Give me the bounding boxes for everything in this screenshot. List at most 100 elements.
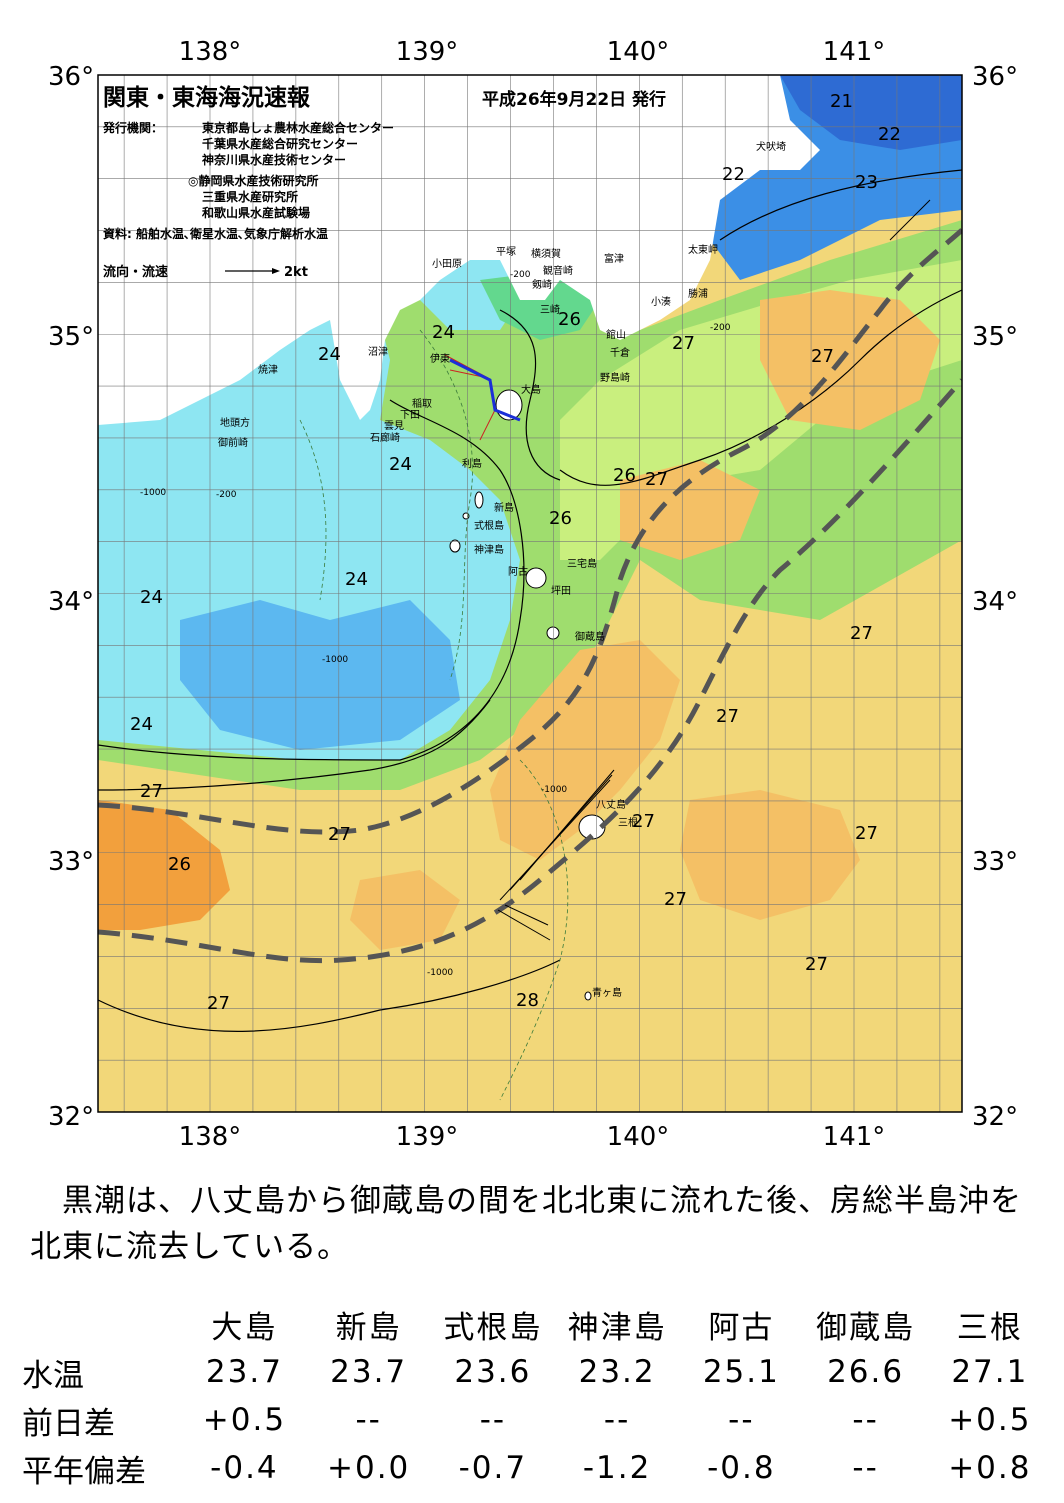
- island-niijima: [474, 491, 484, 509]
- place-name: 式根島: [474, 519, 504, 532]
- place-name: 三根: [618, 816, 638, 829]
- depth-label: -1000: [427, 968, 453, 978]
- place-name: 野島崎: [600, 371, 630, 384]
- isotherm-label: 27: [645, 469, 668, 490]
- current-arrow: [519, 769, 615, 881]
- isotherm-label: 22: [878, 124, 901, 145]
- place-name: 新島: [494, 501, 514, 514]
- place-name: 横須賀: [531, 247, 561, 260]
- table-header-row: 大島 新島 式根島 神津島 阿古 御蔵島 三根: [22, 1300, 1052, 1348]
- place-name: 御前崎: [218, 436, 248, 449]
- table-cell: --: [479, 1402, 507, 1438]
- depth-label: -1000: [322, 655, 348, 665]
- isotherm-24-sagami-line: [499, 309, 561, 481]
- lon-label-top: 140°: [607, 37, 670, 67]
- isotherm-label: 26: [613, 465, 636, 486]
- station-header: 神津島: [567, 1309, 667, 1346]
- isotherm-label: 27: [328, 824, 351, 845]
- island-aogashima: [584, 991, 592, 1001]
- place-name: 地頭方: [220, 416, 250, 429]
- isotherm-label: 22: [722, 164, 745, 185]
- place-name: 犬吠埼: [756, 140, 786, 153]
- isotherm-label: 24: [130, 714, 153, 735]
- table-cell: +0.5: [202, 1402, 287, 1438]
- depth-label: -200: [510, 270, 531, 280]
- table-cell: --: [852, 1450, 879, 1486]
- isobath-line-3: [499, 759, 569, 1101]
- table-cell: 23.2: [578, 1354, 656, 1390]
- table-row: 平年偏差 -0.4 +0.0 -0.7 -1.2 -0.8 -- +0.8: [22, 1444, 1052, 1492]
- station-header: 御蔵島: [816, 1309, 916, 1346]
- place-name: 御蔵島: [575, 630, 605, 643]
- isotherm-label: 26: [168, 854, 191, 875]
- isotherm-label: 23: [855, 172, 878, 193]
- data-sources: 資料: 船舶水温､衛星水温､気象庁解析水温: [103, 226, 328, 241]
- isotherm-label: 26: [558, 309, 581, 330]
- lat-label-left: 36°: [48, 62, 94, 92]
- table-cell: 27.1: [951, 1354, 1029, 1390]
- lat-label-right: 32°: [972, 1102, 1018, 1132]
- sst-27b-region-5: [350, 870, 460, 950]
- place-name: 大島: [521, 383, 541, 396]
- island-miyakejima: [525, 567, 547, 589]
- place-name: 平塚: [496, 246, 516, 258]
- row-label: 前日差: [22, 1405, 115, 1442]
- isotherm-labels: 21 22 23 22 24 24 24 24 24 24 26 26 26 2…: [130, 91, 901, 1014]
- sst-23-pool: [180, 600, 460, 750]
- table-cell: --: [355, 1402, 382, 1438]
- island-mikurajima: [546, 626, 560, 640]
- place-name: 勝浦: [688, 287, 708, 300]
- station-header: 阿古: [708, 1309, 775, 1346]
- isotherm-label: 24: [140, 587, 163, 608]
- depth-label: -1000: [140, 488, 166, 498]
- island-hachijojima: [578, 814, 606, 840]
- place-name: 雲見: [384, 420, 404, 432]
- isotherm-label: 27: [716, 706, 739, 727]
- sst-27b-region-3: [760, 290, 940, 430]
- lat-label-right: 36°: [972, 62, 1018, 92]
- lon-label-bottom: 141°: [823, 1122, 886, 1152]
- isotherm-27-west-line: [98, 699, 491, 791]
- lat-label-right: 33°: [972, 847, 1018, 877]
- table-cell: 25.1: [702, 1354, 780, 1390]
- lat-label-left: 32°: [48, 1102, 94, 1132]
- isotherm-label: 28: [516, 990, 539, 1011]
- isobath-lines: [299, 329, 569, 1101]
- issuer-item: ◎静岡県水産技術研究所: [188, 173, 318, 188]
- isobath-line-1: [419, 329, 473, 681]
- table-cell: +0.8: [948, 1450, 1032, 1486]
- sst-21-region: [780, 75, 962, 150]
- table-cell: -1.2: [582, 1450, 652, 1486]
- table-cell: -0.4: [210, 1450, 279, 1486]
- table-cell: 23.7: [330, 1354, 408, 1390]
- lon-label-bottom: 139°: [396, 1122, 459, 1152]
- isotherm-23-line: [719, 169, 962, 241]
- place-name: 三崎: [540, 303, 560, 316]
- lon-label-top: 139°: [396, 37, 459, 67]
- place-name: 太東岬: [688, 243, 718, 256]
- place-name: 観音崎: [543, 264, 573, 277]
- isotherm-label: 27: [140, 781, 163, 802]
- isotherm-26-line: [559, 289, 962, 486]
- place-name: 小湊: [651, 295, 671, 308]
- lon-label-top: 138°: [179, 37, 242, 67]
- place-name: 伊東: [430, 352, 450, 365]
- sst-25-sagami: [480, 270, 600, 340]
- temperature-table: 大島 新島 式根島 神津島 阿古 御蔵島 三根 水温 23.7 23.7 23.…: [22, 1300, 1052, 1492]
- table-row: 水温 23.7 23.7 23.6 23.2 25.1 26.6 27.1: [22, 1348, 1052, 1396]
- place-name: 小田原: [432, 258, 462, 270]
- table-cell: -0.7: [458, 1450, 528, 1486]
- isotherm-label: 24: [345, 569, 368, 590]
- kuroshio-outer-boundary: [98, 378, 962, 964]
- place-name: 沼津: [368, 345, 388, 358]
- place-name: 青ヶ島: [592, 986, 622, 999]
- place-name: 千倉: [610, 346, 630, 359]
- table-cell: -0.8: [707, 1450, 776, 1486]
- issuer-label: 発行機関：: [102, 120, 163, 135]
- row-label: 水温: [22, 1357, 84, 1394]
- map-date: 平成26年9月22日 発行: [482, 89, 666, 110]
- lon-label-top: 141°: [823, 37, 886, 67]
- lat-lon-grid: [98, 74, 962, 1113]
- place-name: 阿古: [508, 565, 528, 578]
- issuer-item: 千葉県水産総合研究センター: [202, 136, 358, 151]
